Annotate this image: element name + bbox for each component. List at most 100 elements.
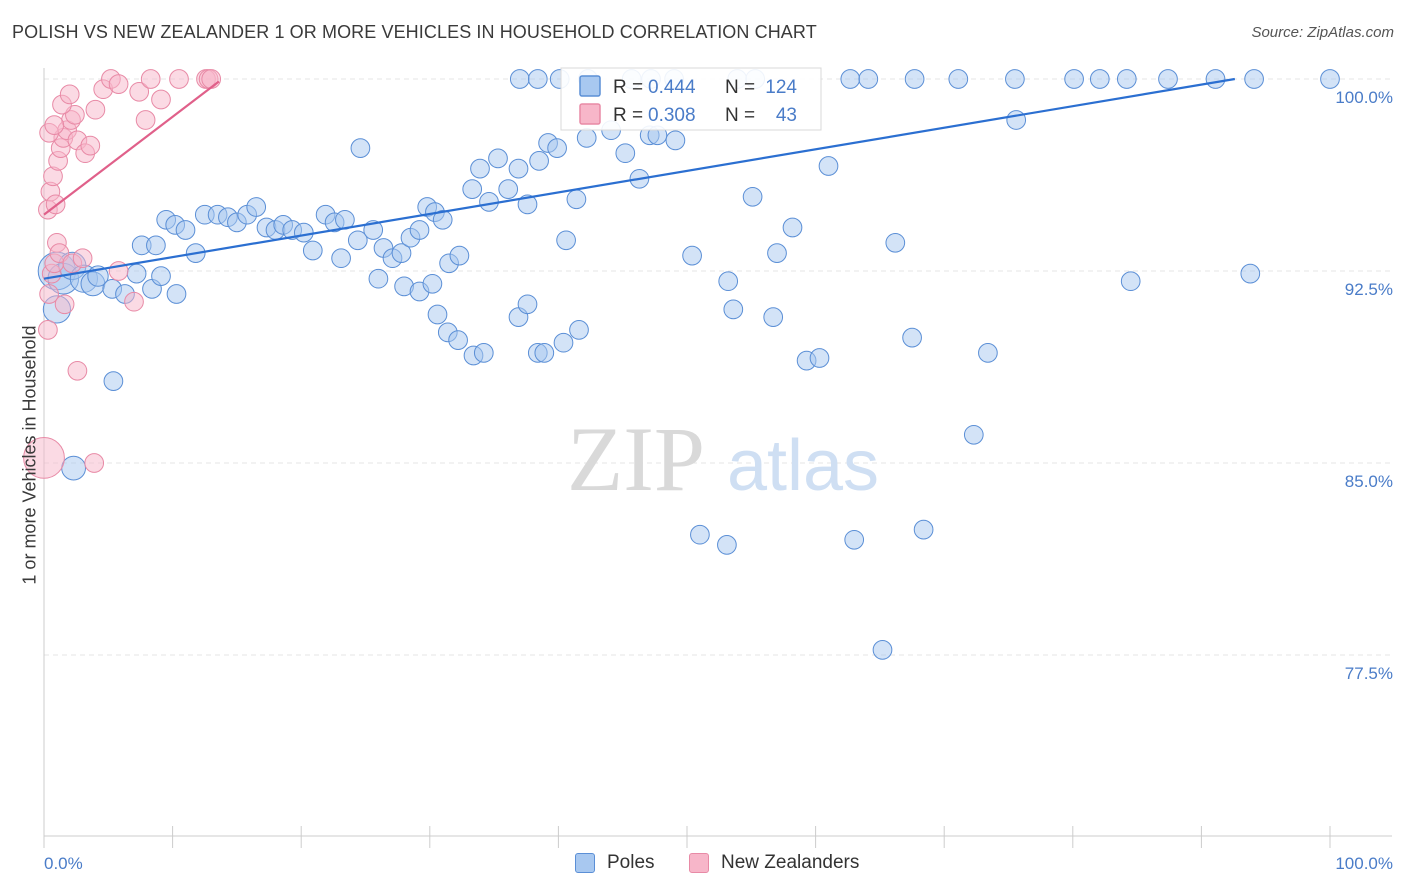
poles-point [470, 158, 490, 179]
poles-point [556, 230, 576, 251]
poles-point [175, 220, 196, 240]
poles-point [246, 197, 267, 217]
legend-item-poles: Poles [575, 852, 655, 874]
poles-point [547, 138, 567, 158]
poles-point [61, 455, 86, 481]
nz-point [67, 360, 88, 381]
y-tick-label: 77.5% [1345, 664, 1393, 683]
poles-points [37, 69, 1340, 660]
nz-point [129, 81, 150, 102]
y-axis-title: 1 or more Vehicles in Household [19, 325, 40, 585]
poles-point [509, 69, 530, 89]
poles-point [448, 330, 468, 350]
chart-title: POLISH VS NEW ZEALANDER 1 OR MORE VEHICL… [12, 22, 817, 42]
poles-point [462, 179, 483, 199]
nz-trend-line [43, 80, 220, 216]
nz-point [44, 115, 65, 135]
trend-lines [43, 77, 1236, 280]
poles-point [350, 138, 371, 158]
poles-point [432, 209, 453, 230]
poles-point [718, 271, 739, 292]
poles-point [508, 158, 529, 179]
nz-point [59, 84, 80, 105]
poles-point [818, 156, 839, 176]
legend-label-poles: Poles [607, 852, 655, 873]
poles-point [151, 266, 171, 286]
nz-point [85, 99, 106, 120]
poles-point [682, 245, 702, 266]
watermark-zip: ZIP [567, 408, 705, 510]
poles-point [517, 194, 538, 215]
nz-swatch [689, 853, 709, 873]
poles-point [665, 130, 686, 151]
poles-point [1089, 69, 1110, 89]
poles-point [527, 69, 548, 89]
y-tick-label: 85.0% [1345, 472, 1393, 491]
poles-point [844, 529, 865, 550]
nz-point [151, 89, 171, 110]
nz-point [84, 453, 105, 473]
poles-point [449, 245, 470, 266]
legend-item-nz: New Zealanders [689, 852, 859, 874]
nz-point [39, 284, 59, 304]
legend-label-nz: New Zealanders [721, 852, 860, 873]
legend-swatch [579, 103, 601, 125]
legend-swatch [579, 75, 601, 97]
poles-point [948, 69, 969, 89]
legend-r-label: R = [613, 77, 643, 98]
poles-point [409, 220, 430, 240]
poles-point [858, 69, 879, 89]
nz-point [65, 104, 85, 125]
poles-point [872, 640, 893, 660]
poles-point [742, 186, 763, 207]
nz-points [23, 69, 222, 479]
legend-box: R = 0.444 N = 124 R = 0.308 N = 43 [560, 67, 822, 131]
poles-point [569, 320, 589, 340]
y-tick-label: 92.5% [1345, 280, 1393, 299]
poles-point [473, 343, 494, 363]
nz-point [72, 248, 93, 269]
nz-point [135, 110, 156, 130]
nz-point [49, 243, 70, 263]
poles-point [368, 268, 389, 289]
poles-trend-line [43, 77, 1236, 280]
legend-n-label: N = [725, 77, 755, 98]
poles-point [293, 222, 314, 243]
poles-point [347, 230, 368, 251]
poles-point [427, 304, 448, 325]
nz-point [201, 69, 222, 89]
x-tick-label-left: 0.0% [44, 854, 83, 873]
poles-point [904, 69, 925, 89]
y-tick-label: 100.0% [1335, 88, 1393, 107]
poles-point [422, 273, 443, 294]
poles-point [1158, 69, 1178, 89]
poles-point [809, 348, 830, 368]
nz-point [169, 69, 189, 89]
nz-point [140, 69, 161, 89]
poles-point [146, 235, 166, 256]
poles-point [534, 343, 555, 363]
poles-point [517, 294, 538, 315]
poles-point [1205, 69, 1226, 89]
poles-point [391, 243, 412, 263]
poles-point [103, 371, 124, 391]
bottom-legend: Poles New Zealanders [0, 850, 1406, 880]
watermark-atlas: atlas [727, 426, 879, 506]
poles-point [498, 179, 519, 199]
nz-point [23, 437, 65, 479]
poles-point [963, 424, 984, 445]
source-label: Source: ZipAtlas.com [1251, 24, 1394, 41]
poles-point [615, 143, 636, 164]
poles-point [553, 332, 574, 353]
poles-point [840, 69, 861, 89]
watermark: ZIP atlas [567, 408, 879, 510]
legend-n-label: N = [725, 105, 755, 126]
legend-r-value: 0.444 [648, 77, 696, 98]
poles-point [1005, 69, 1025, 89]
poles-point [978, 343, 998, 363]
legend-n-value: 124 [765, 77, 797, 98]
poles-point [166, 284, 187, 304]
poles-point [1120, 271, 1141, 292]
legend-n-value: 43 [776, 105, 797, 126]
